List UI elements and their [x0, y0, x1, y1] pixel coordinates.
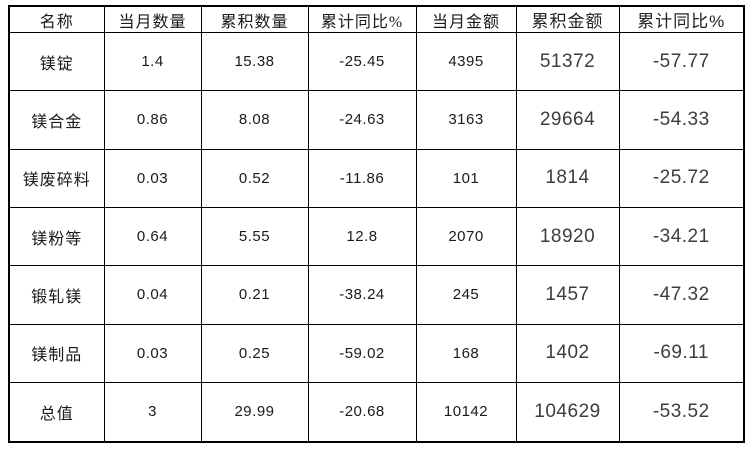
table-row: 镁制品 0.03 0.25 -59.02 168 1402 -69.11	[8, 323, 745, 383]
data-cell: 1814	[515, 148, 620, 208]
data-cell: -25.72	[618, 148, 745, 208]
data-cell: -34.21	[618, 206, 745, 267]
data-cell: -59.02	[307, 323, 417, 383]
data-cell: 0.04	[103, 265, 202, 325]
header-row: 名称 当月数量 累积数量 累计同比% 当月金额 累积金额 累计同比%	[8, 5, 745, 33]
header-cum-qty: 累积数量	[200, 5, 309, 33]
row-label: 总值	[8, 381, 105, 443]
row-label: 镁粉等	[8, 206, 105, 267]
header-month-amount: 当月金额	[415, 5, 517, 33]
header-cum-yoy-qty: 累计同比%	[307, 5, 417, 33]
row-label: 锻轧镁	[8, 265, 105, 325]
data-cell: -20.68	[307, 381, 417, 443]
data-cell: -25.45	[307, 31, 417, 92]
row-label: 镁锭	[8, 31, 105, 92]
data-cell: 0.86	[103, 90, 202, 150]
data-cell: 12.8	[307, 206, 417, 267]
header-cum-yoy-amount: 累计同比%	[618, 5, 745, 33]
header-cum-amount: 累积金额	[515, 5, 620, 33]
data-cell: -57.77	[618, 31, 745, 92]
table-row-total: 总值 3 29.99 -20.68 10142 104629 -53.52	[8, 381, 745, 443]
table-row: 镁锭 1.4 15.38 -25.45 4395 51372 -57.77	[8, 31, 745, 92]
data-cell: -54.33	[618, 90, 745, 150]
data-cell: 3	[103, 381, 202, 443]
data-cell: 0.03	[103, 148, 202, 208]
header-month-qty: 当月数量	[103, 5, 202, 33]
data-cell: -24.63	[307, 90, 417, 150]
table-row: 锻轧镁 0.04 0.21 -38.24 245 1457 -47.32	[8, 265, 745, 325]
data-cell: 104629	[515, 381, 620, 443]
magnesium-stats-table: 名称 当月数量 累积数量 累计同比% 当月金额 累积金额 累计同比% 镁锭 1.…	[8, 5, 745, 443]
data-cell: 10142	[415, 381, 517, 443]
data-cell: 29.99	[200, 381, 309, 443]
data-cell: 4395	[415, 31, 517, 92]
table-row: 镁粉等 0.64 5.55 12.8 2070 18920 -34.21	[8, 206, 745, 267]
table-row: 镁废碎料 0.03 0.52 -11.86 101 1814 -25.72	[8, 148, 745, 208]
data-cell: 245	[415, 265, 517, 325]
data-cell: 15.38	[200, 31, 309, 92]
data-cell: 29664	[515, 90, 620, 150]
data-cell: 0.21	[200, 265, 309, 325]
data-cell: 2070	[415, 206, 517, 267]
data-cell: 0.03	[103, 323, 202, 383]
data-cell: 3163	[415, 90, 517, 150]
data-cell: 101	[415, 148, 517, 208]
data-cell: 168	[415, 323, 517, 383]
data-cell: 0.52	[200, 148, 309, 208]
row-label: 镁合金	[8, 90, 105, 150]
data-cell: 0.64	[103, 206, 202, 267]
row-label: 镁废碎料	[8, 148, 105, 208]
data-cell: -53.52	[618, 381, 745, 443]
data-cell: -69.11	[618, 323, 745, 383]
table-container: 名称 当月数量 累积数量 累计同比% 当月金额 累积金额 累计同比% 镁锭 1.…	[8, 5, 745, 443]
row-label: 镁制品	[8, 323, 105, 383]
data-cell: 51372	[515, 31, 620, 92]
table-row: 镁合金 0.86 8.08 -24.63 3163 29664 -54.33	[8, 90, 745, 150]
data-cell: 1457	[515, 265, 620, 325]
data-cell: 0.25	[200, 323, 309, 383]
data-cell: 1402	[515, 323, 620, 383]
header-name: 名称	[8, 5, 105, 33]
data-cell: -47.32	[618, 265, 745, 325]
data-cell: 1.4	[103, 31, 202, 92]
data-cell: -38.24	[307, 265, 417, 325]
data-cell: 5.55	[200, 206, 309, 267]
data-cell: 8.08	[200, 90, 309, 150]
data-cell: -11.86	[307, 148, 417, 208]
data-cell: 18920	[515, 206, 620, 267]
